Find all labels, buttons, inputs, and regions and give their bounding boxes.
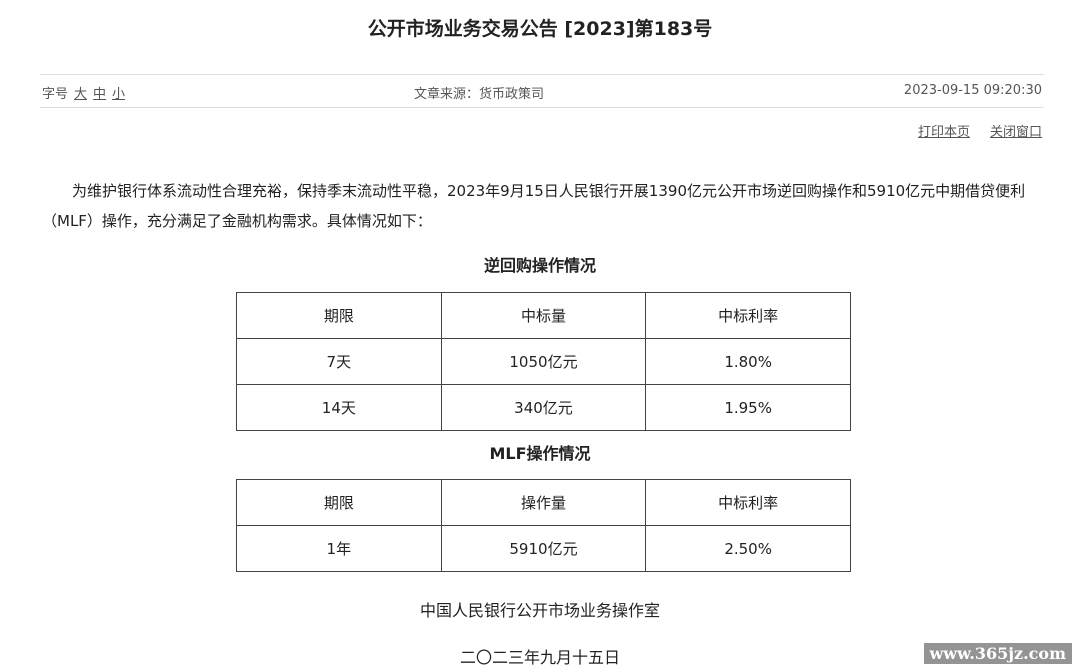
print-link[interactable]: 打印本页: [917, 125, 970, 140]
header-row: 期限 中标量 中标利率: [236, 292, 851, 339]
data-table: 期限 操作量 中标利率 1年 5910亿元 2.50%: [236, 479, 851, 572]
table-cell: 340亿元: [440, 384, 647, 431]
table-cell: 1.80%: [645, 338, 851, 385]
font-size-control: 字号大中小: [42, 83, 125, 102]
header-row: 期限 操作量 中标利率: [236, 479, 851, 526]
table-cell: 14天: [236, 384, 442, 431]
table-cell: 1050亿元: [440, 338, 647, 385]
paragraph: 为维护银行体系流动性合理充裕，保持季末流动性平稳，2023年9月15日人民银行开…: [42, 182, 1026, 230]
header-cell: 期限: [236, 292, 442, 339]
table-row: 1年 5910亿元 2.50%: [236, 525, 851, 572]
header-cell: 中标利率: [645, 479, 851, 526]
font-size-label: 字号: [42, 87, 69, 102]
source: 文章来源：货币政策司: [414, 87, 545, 102]
font-size-option[interactable]: 中: [93, 87, 107, 102]
header-cell: 中标利率: [645, 292, 851, 339]
table-cell: 2.50%: [645, 525, 851, 572]
signature: 中国人民银行公开市场业务操作室: [419, 601, 660, 620]
data-table: 期限 中标量 中标利率 7天 1050亿元 1.80% 14天 340亿元 1.95%: [236, 292, 851, 431]
table-cell: 7天: [236, 338, 442, 385]
watermark: www.365jz.com: [923, 643, 1072, 664]
title: 公开市场业务交易公告 [2023]第183号: [367, 18, 713, 40]
datetime: 2023-09-15 09:20:30: [903, 83, 1042, 98]
actions: 打印本页 关闭窗口: [898, 121, 1042, 140]
font-size-option[interactable]: 大: [74, 87, 88, 102]
header-cell: 操作量: [440, 479, 647, 526]
table-cell: 5910亿元: [440, 525, 647, 572]
table-title: MLF操作情况: [489, 444, 591, 463]
table-row: 14天 340亿元 1.95%: [236, 384, 851, 431]
date: 二〇二三年九月十五日: [459, 648, 620, 667]
close-link[interactable]: 关闭窗口: [989, 125, 1042, 140]
table-title: 逆回购操作情况: [483, 256, 596, 275]
header-cell: 期限: [236, 479, 442, 526]
header-cell: 中标量: [440, 292, 647, 339]
font-size-option[interactable]: 小: [112, 87, 126, 102]
table-row: 7天 1050亿元 1.80%: [236, 338, 851, 385]
table-cell: 1年: [236, 525, 442, 572]
table-cell: 1.95%: [645, 384, 851, 431]
toolbar: 字号大中小 文章来源：货币政策司 2023-09-15 09:20:30: [40, 74, 1044, 108]
